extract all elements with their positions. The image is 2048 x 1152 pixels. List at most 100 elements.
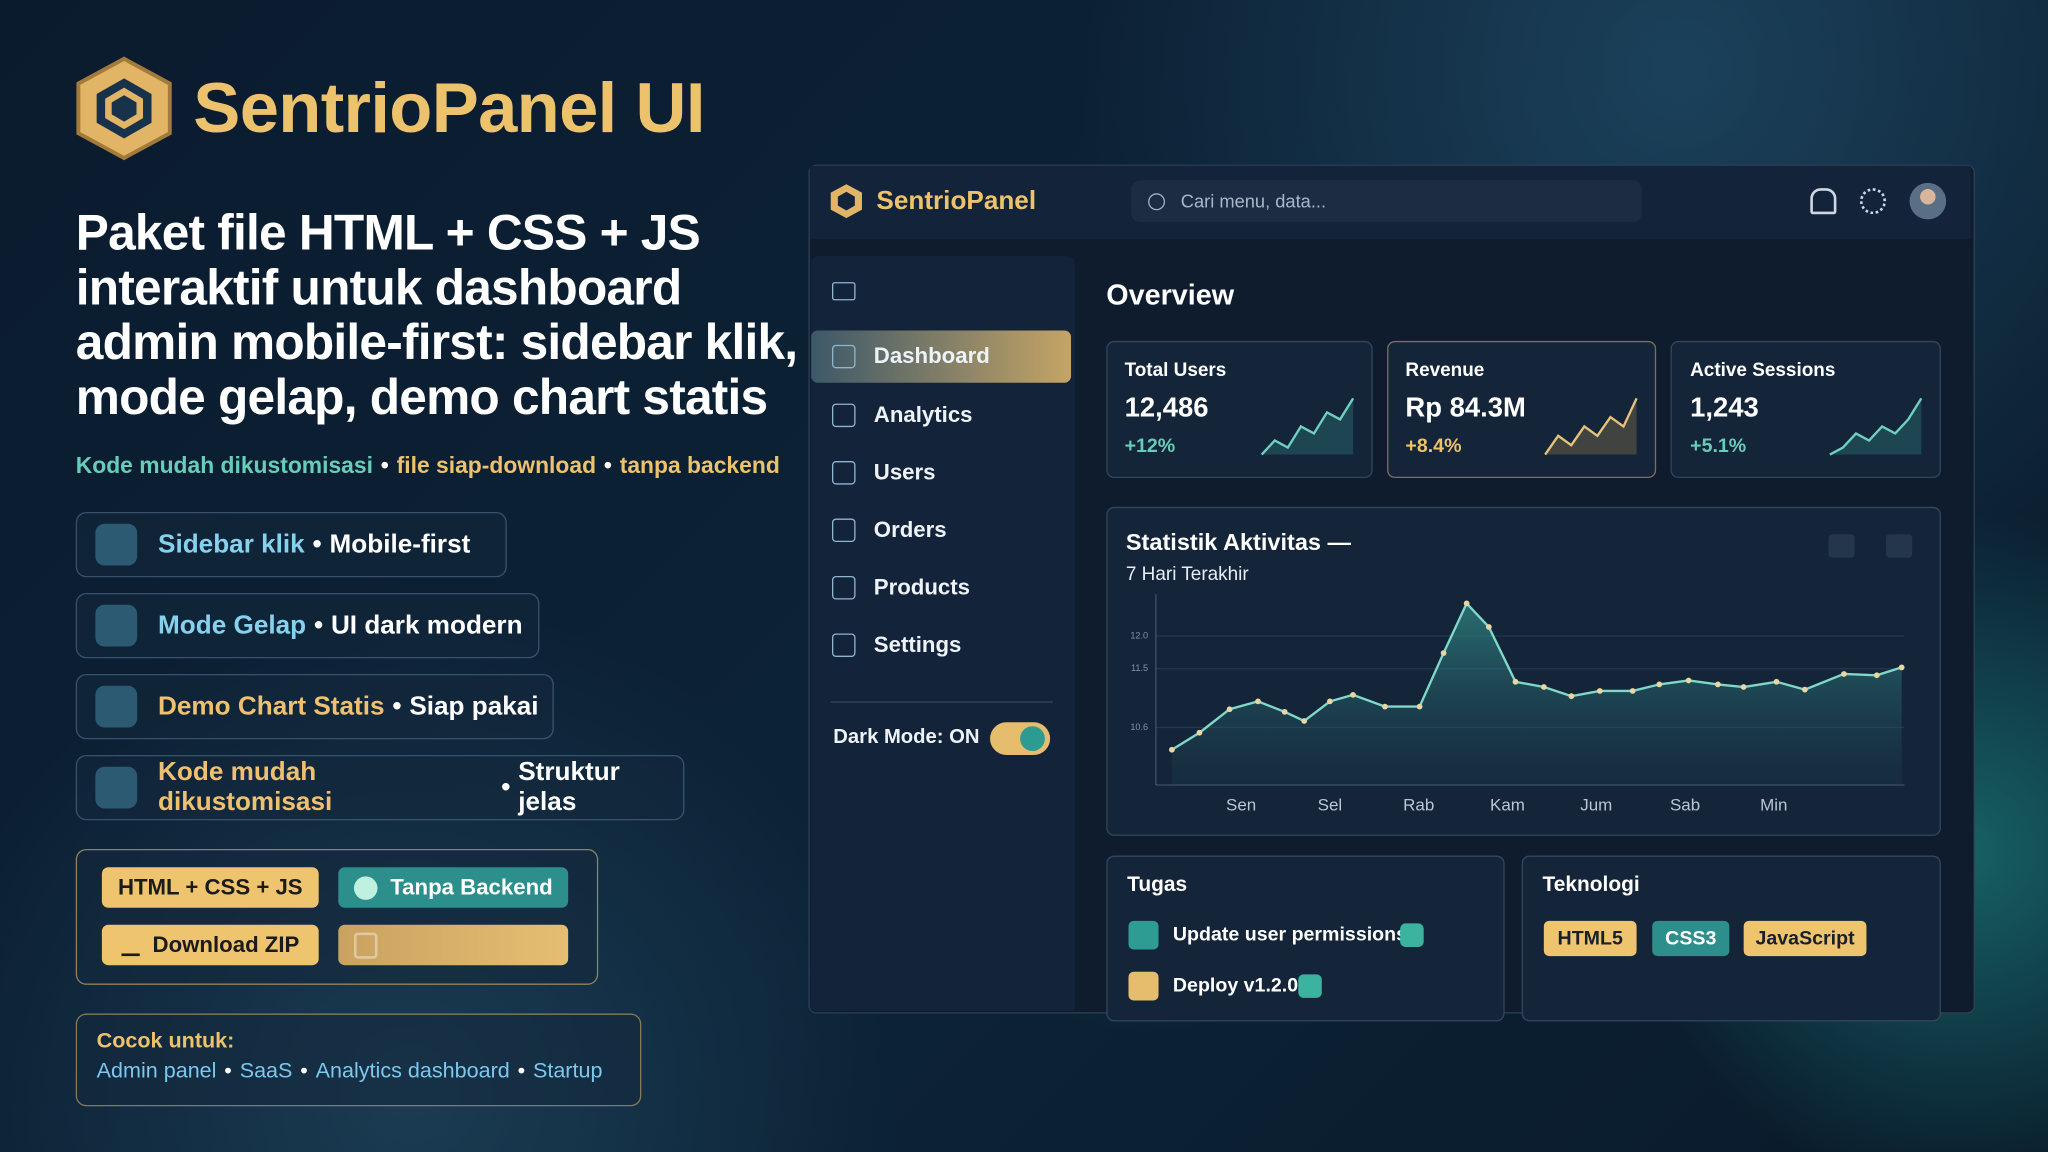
avatar[interactable]	[1909, 182, 1947, 220]
notification-icon[interactable]	[1810, 188, 1837, 215]
task-checkbox[interactable]	[1128, 920, 1159, 950]
settings-icon[interactable]	[1859, 188, 1887, 215]
separator: •	[501, 772, 511, 802]
line-point	[1485, 624, 1492, 630]
line-point	[1596, 688, 1603, 694]
feature: Sidebar klik • Mobile-first	[75, 511, 507, 578]
kpi-label: Active Sessions	[1690, 360, 1836, 382]
line-point	[1740, 684, 1747, 690]
line-point	[1873, 672, 1880, 679]
tech-chip: HTML5	[1543, 920, 1637, 957]
line-point	[1281, 708, 1288, 715]
feature-detail: UI dark modern	[330, 610, 523, 640]
check-icon	[353, 875, 378, 900]
y-tick-label: 11.5	[1131, 663, 1148, 673]
nav-label: Dashboard	[873, 343, 990, 369]
separator: •	[312, 529, 322, 559]
task-checkbox[interactable]	[1128, 971, 1159, 1001]
badge[interactable]: Tanpa Backend	[338, 867, 569, 908]
brand-title: SentrioPanel UI	[193, 69, 705, 148]
nav-item[interactable]: Settings	[811, 619, 1071, 671]
separator: •	[603, 451, 612, 479]
nav-item[interactable]: Orders	[811, 504, 1071, 556]
search-icon	[1148, 192, 1166, 210]
nav-label: Products	[873, 574, 971, 600]
line-point	[1440, 650, 1447, 656]
badge[interactable]: HTML + CSS + JS	[101, 867, 319, 908]
tech-chip: CSS3	[1652, 920, 1730, 957]
download-button[interactable]: Download ZIP	[101, 924, 319, 966]
feature: Demo Chart Statis • Siap pakai	[75, 673, 554, 740]
fit-item: Analytics dashboard	[315, 1059, 510, 1083]
chart-title: Statistik Aktivitas —	[1125, 528, 1352, 556]
sparkline-area	[1545, 398, 1637, 455]
y-tick-label: 12.0	[1130, 631, 1148, 641]
brand-logo	[76, 56, 172, 161]
x-tick-label: Sab	[1670, 795, 1700, 814]
dark-mode-toggle[interactable]	[990, 722, 1051, 755]
line-point	[1382, 703, 1388, 710]
sidebar-toggle[interactable]	[831, 282, 856, 301]
line-point	[1196, 729, 1203, 736]
download-icon	[353, 931, 378, 959]
line-point	[1656, 681, 1663, 688]
chart-button[interactable]	[1828, 534, 1855, 558]
nav-icon	[831, 633, 856, 657]
sparkline	[1260, 397, 1355, 456]
line-point	[1350, 691, 1356, 698]
nav-icon	[831, 575, 856, 600]
feature-title: Kode mudah dikustomisasi	[158, 757, 333, 817]
feature-icon	[95, 604, 138, 647]
nav-label: Orders	[873, 517, 947, 543]
download-bar[interactable]	[338, 924, 569, 966]
kpi-label: Revenue	[1405, 360, 1485, 382]
x-tick-label: Sen	[1226, 795, 1256, 814]
search-box[interactable]: Cari menu, data...	[1131, 180, 1642, 223]
divider	[830, 701, 1053, 703]
chart-button[interactable]	[1886, 534, 1913, 558]
fit-box	[75, 1013, 642, 1107]
line-point	[1327, 698, 1333, 705]
x-tick-label: Jum	[1580, 795, 1612, 814]
nav-icon	[831, 461, 856, 485]
line-point	[1301, 718, 1308, 724]
line-point	[1416, 703, 1423, 710]
line-point	[1512, 678, 1519, 685]
kpi-card	[1670, 340, 1941, 479]
separator: •	[392, 691, 402, 721]
feature-detail: Mobile-first	[329, 529, 471, 559]
nav-item[interactable]: Users	[811, 447, 1071, 499]
line-point	[1463, 600, 1470, 607]
kpi-change: +8.4%	[1405, 434, 1462, 458]
fit-items: Admin panel • SaaS • Analytics dashboard • Sta…	[97, 1059, 603, 1084]
feature: Kode mudah dikustomisasi • Struktur jelas	[75, 754, 685, 821]
tagline-item: Kode mudah dikustomisasi	[75, 451, 373, 479]
line-point	[1568, 693, 1575, 700]
separator: •	[224, 1059, 232, 1083]
feature-title: Sidebar klik	[158, 529, 305, 559]
search-placeholder: Cari menu, data...	[1180, 190, 1327, 212]
kpi-label: Total Users	[1124, 360, 1227, 382]
nav-item-active[interactable]: Dashboard	[811, 330, 1072, 383]
badge-label: Tanpa Backend	[390, 874, 553, 900]
tech-chip: JavaScript	[1743, 920, 1867, 957]
separator: •	[517, 1059, 526, 1083]
overview-title: Overview	[1106, 278, 1235, 311]
sparkline-area	[1261, 398, 1354, 455]
x-tick-label: Rab	[1403, 795, 1434, 814]
tech-card	[1521, 855, 1941, 1022]
sparkline	[1829, 397, 1923, 456]
task-label: Update user permissions	[1172, 923, 1407, 946]
nav-item[interactable]: Analytics	[811, 389, 1071, 441]
feature-icon	[95, 685, 138, 728]
fit-label: Cocok untuk:	[96, 1029, 235, 1053]
nav-item[interactable]: Products	[811, 562, 1071, 614]
nav-icon	[831, 344, 856, 369]
x-tick-label: Sel	[1318, 795, 1343, 814]
tagline-item: tanpa backend	[619, 451, 780, 479]
feature-icon	[95, 766, 138, 809]
line-area	[1171, 603, 1902, 785]
tagline: Kode mudah dikustomisasi • file siap-downl…	[76, 452, 780, 479]
